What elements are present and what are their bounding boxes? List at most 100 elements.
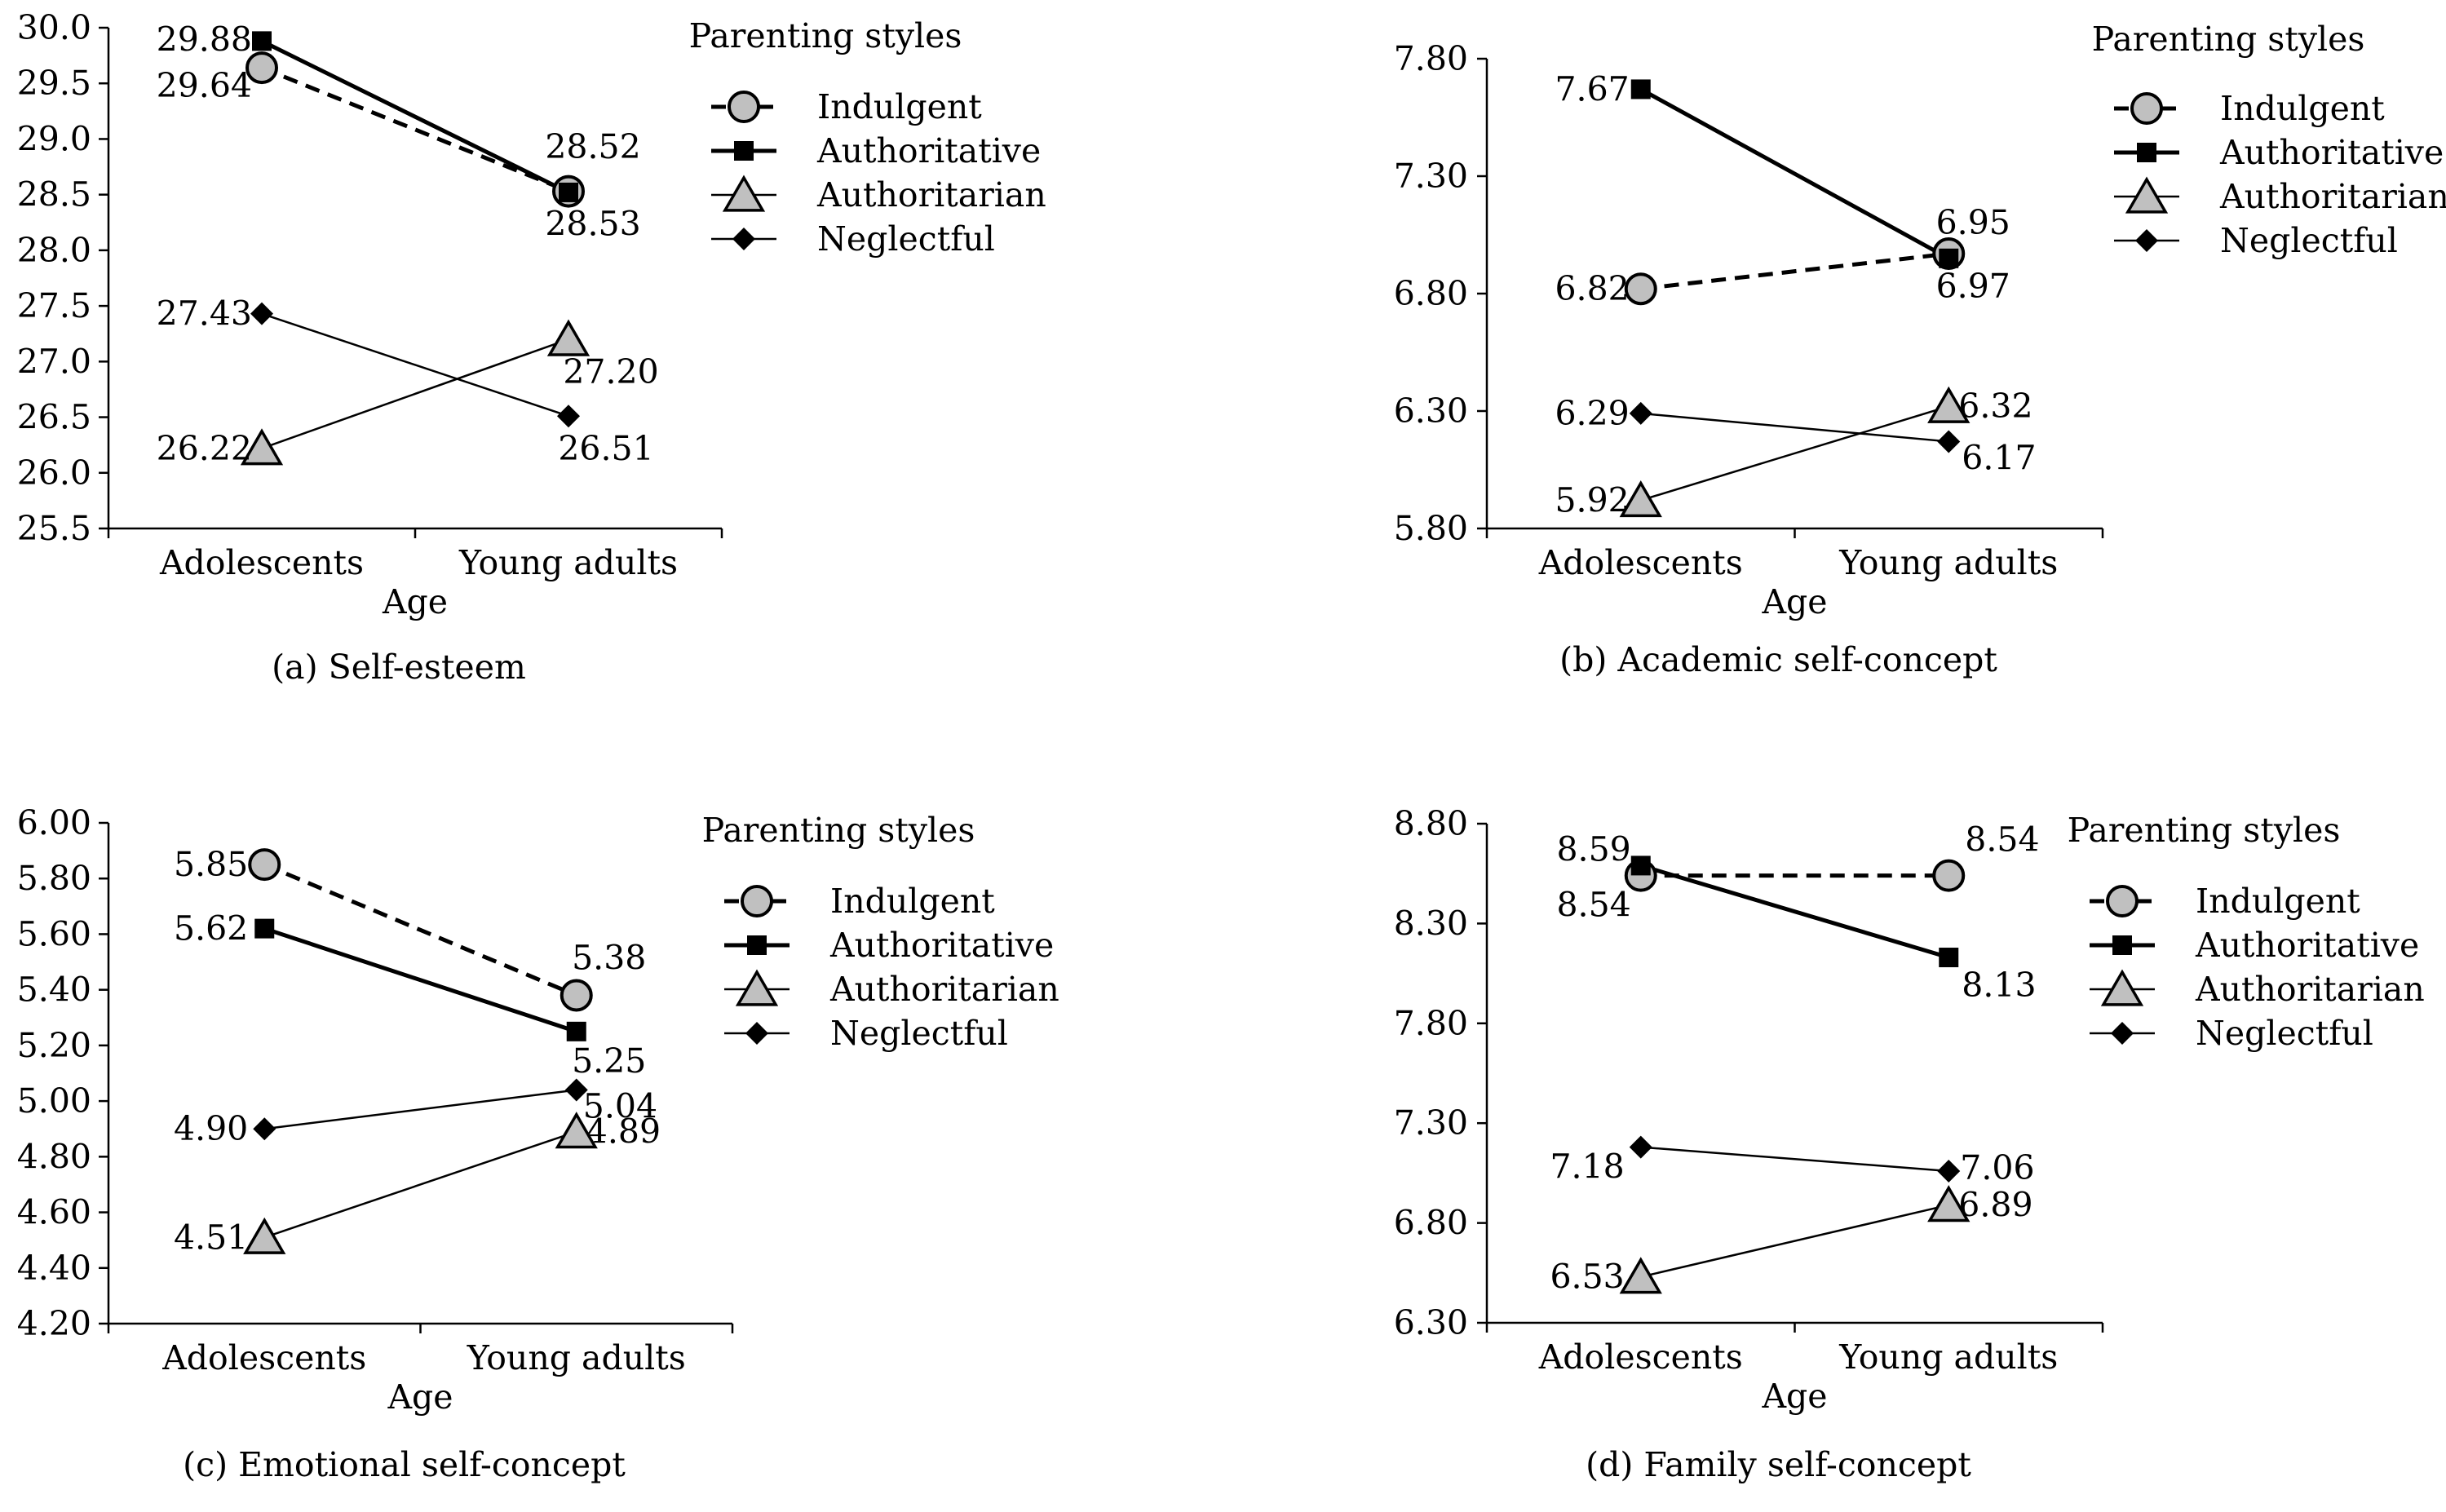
- legend-marker-indulgent: [741, 885, 773, 917]
- data-label-neglectful: 7.06: [1960, 1148, 2034, 1187]
- data-point-authoritative: [559, 182, 578, 202]
- x-axis-title: Age: [382, 582, 448, 621]
- x-tick-label: Adolescents: [159, 543, 364, 582]
- legend-marker-authoritarian: [2125, 176, 2169, 214]
- legend-label-authoritative: Authoritative: [829, 926, 1054, 965]
- panel-caption: (b) Academic self-concept: [1559, 640, 1997, 679]
- legend-label-authoritative: Authoritative: [816, 131, 1041, 170]
- x-tick-label: Young adults: [1838, 1337, 2058, 1377]
- legend: Parenting styles Indulgent Authoritative Au…: [702, 811, 1059, 1053]
- legend-label-indulgent: Indulgent: [830, 882, 995, 921]
- data-label-indulgent: 29.64: [157, 66, 252, 105]
- y-tick-label: 29.5: [17, 64, 91, 103]
- series-line-neglectful: [1640, 1146, 1949, 1173]
- series-line-authoritarian: [263, 1130, 577, 1239]
- legend-marker-authoritative: [2112, 935, 2132, 955]
- data-point-neglectful: [1937, 1159, 1961, 1183]
- legend-label-neglectful: Neglectful: [2196, 1014, 2373, 1053]
- series-line-indulgent: [263, 862, 577, 997]
- data-label-authoritarian: 6.53: [1550, 1258, 1624, 1297]
- series-line-authoritative: [263, 926, 577, 1034]
- series-line-authoritative: [260, 39, 570, 195]
- legend-title: Parenting styles: [689, 16, 962, 55]
- y-tick-label: 5.40: [17, 970, 91, 1010]
- legend-title: Parenting styles: [702, 811, 975, 850]
- data-point-indulgent: [248, 848, 281, 882]
- y-tick-label: 5.80: [17, 859, 91, 898]
- data-point-neglectful: [250, 302, 273, 325]
- legend-title: Parenting styles: [2068, 811, 2341, 850]
- data-point-authoritarian: [1927, 1185, 1971, 1222]
- y-tick-label: 30.0: [17, 8, 91, 47]
- data-point-authoritative: [1939, 948, 1959, 968]
- legend-label-indulgent: Indulgent: [2196, 882, 2360, 921]
- data-label-authoritative: 6.95: [1936, 203, 2010, 242]
- data-label-authoritarian: 26.22: [157, 429, 252, 468]
- series-line-authoritarian: [261, 338, 569, 449]
- data-point-authoritative: [1630, 79, 1651, 99]
- legend-label-authoritative: Authoritative: [2219, 133, 2444, 172]
- series-line-indulgent: [261, 65, 569, 193]
- x-tick-label: Young adults: [1838, 543, 2058, 582]
- y-tick-label: 7.80: [1394, 1004, 1468, 1043]
- data-label-authoritarian: 6.89: [1958, 1186, 2032, 1225]
- data-point-neglectful: [564, 1078, 588, 1102]
- legend-marker-authoritative: [2137, 143, 2156, 162]
- series-line-authoritative: [1640, 864, 1949, 960]
- y-tick-label: 5.80: [1394, 509, 1468, 548]
- legend-label-authoritarian: Authoritarian: [2195, 970, 2425, 1009]
- legend-label-neglectful: Neglectful: [830, 1014, 1008, 1053]
- data-label-neglectful: 4.90: [174, 1109, 248, 1148]
- series-line-neglectful: [1640, 412, 1949, 443]
- data-point-authoritarian: [1927, 386, 1971, 423]
- series-line-authoritative: [1639, 87, 1950, 260]
- data-label-neglectful: 7.18: [1550, 1147, 1624, 1187]
- chart-panel-2: 5.80 6.30 6.80 7.30 7.80 Adolescents Young adu…: [1394, 20, 2446, 679]
- y-tick-label: 5.00: [17, 1081, 91, 1121]
- y-tick-label: 5.20: [17, 1026, 91, 1065]
- panel-caption: (d) Family self-concept: [1586, 1445, 1971, 1484]
- series-line-authoritarian: [1640, 1204, 1949, 1278]
- data-label-indulgent: 5.85: [174, 845, 248, 884]
- legend-marker-authoritarian: [2100, 969, 2144, 1006]
- data-label-indulgent: 6.82: [1555, 269, 1629, 308]
- y-tick-label: 4.40: [17, 1249, 91, 1288]
- legend: Parenting styles Indulgent Authoritative Au…: [2092, 20, 2446, 260]
- y-tick-label: 28.0: [17, 231, 91, 270]
- data-point-authoritative: [1630, 855, 1651, 876]
- data-point-indulgent: [245, 51, 278, 85]
- legend-marker-authoritarian: [735, 969, 779, 1006]
- data-label-authoritative: 8.13: [1962, 966, 2036, 1005]
- data-label-indulgent: 5.38: [572, 938, 646, 977]
- y-tick-label: 6.80: [1394, 1204, 1468, 1243]
- data-label-authoritarian: 4.89: [586, 1112, 661, 1152]
- data-label-neglectful: 5.04: [583, 1086, 657, 1125]
- y-tick-label: 7.80: [1394, 39, 1468, 78]
- legend-marker-neglectful: [2135, 229, 2158, 252]
- data-point-neglectful: [557, 405, 580, 428]
- y-tick-label: 27.0: [17, 342, 91, 381]
- legend-label-indulgent: Indulgent: [817, 87, 982, 126]
- y-tick-label: 28.5: [17, 175, 91, 214]
- data-label-authoritarian: 6.32: [1958, 387, 2032, 426]
- legend-marker-neglectful: [732, 228, 755, 250]
- legend-marker-neglectful: [745, 1022, 768, 1045]
- y-tick-label: 29.0: [17, 119, 91, 158]
- x-tick-label: Adolescents: [1538, 543, 1743, 582]
- data-point-indulgent: [1932, 859, 1966, 892]
- data-point-authoritarian: [1619, 1257, 1662, 1294]
- legend: Parenting styles Indulgent Authoritative Au…: [689, 16, 1046, 259]
- data-point-neglectful: [1629, 401, 1652, 425]
- y-tick-label: 4.60: [17, 1193, 91, 1232]
- y-tick-label: 7.30: [1394, 1103, 1468, 1143]
- chart-panel-4: 6.30 6.80 7.30 7.80 8.30 8.80 Adolescents Young…: [1394, 804, 2425, 1484]
- x-tick-label: Adolescents: [161, 1338, 366, 1377]
- y-tick-label: 26.5: [17, 398, 91, 437]
- y-tick-label: 5.60: [17, 914, 91, 953]
- legend-label-authoritative: Authoritative: [2195, 926, 2419, 965]
- legend-marker-indulgent: [2106, 885, 2139, 917]
- series-line-authoritarian: [1640, 405, 1949, 502]
- chart-panel-1: 25.5 26.0 26.5 27.0 27.5 28.0 28.5 29.0 29.5 30.0…: [17, 8, 1046, 687]
- data-point-authoritarian: [243, 1217, 286, 1254]
